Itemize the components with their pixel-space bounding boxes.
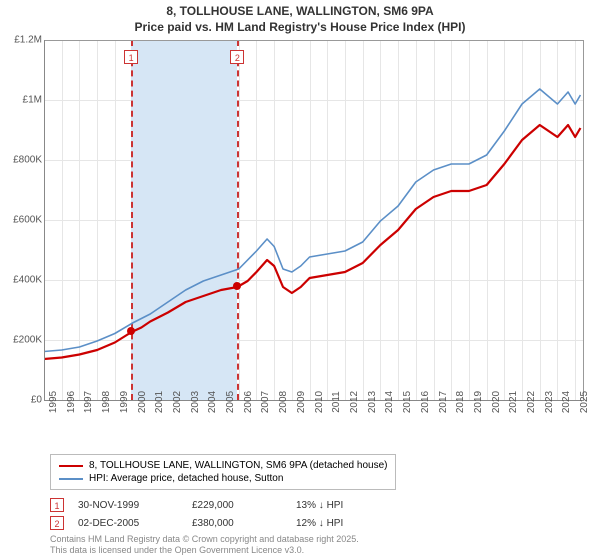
ytick-label: £800K xyxy=(13,155,42,166)
xtick-label: 2015 xyxy=(402,391,413,413)
xtick-label: 2025 xyxy=(579,391,590,413)
xtick-label: 2024 xyxy=(561,391,572,413)
xtick-label: 2003 xyxy=(190,391,201,413)
sales-pct: 12% ↓ HPI xyxy=(296,518,386,529)
legend-swatch xyxy=(59,478,83,480)
line-plot xyxy=(44,41,584,401)
xtick-label: 2009 xyxy=(296,391,307,413)
xtick-label: 2001 xyxy=(154,391,165,413)
sales-table: 1 30-NOV-1999 £229,000 13% ↓ HPI 2 02-DEC-200… xyxy=(50,496,386,532)
footer-attribution: Contains HM Land Registry data © Crown c… xyxy=(50,534,359,556)
sales-price: £380,000 xyxy=(192,518,282,529)
xtick-label: 2013 xyxy=(367,391,378,413)
xtick-label: 2018 xyxy=(455,391,466,413)
sales-date: 02-DEC-2005 xyxy=(78,518,178,529)
xtick-label: 2008 xyxy=(278,391,289,413)
xtick-label: 2023 xyxy=(544,391,555,413)
sales-marker: 1 xyxy=(50,498,64,512)
y-axis xyxy=(44,40,45,400)
sales-marker: 2 xyxy=(50,516,64,530)
title-line-2: Price paid vs. HM Land Registry's House … xyxy=(135,20,466,34)
xtick-label: 1997 xyxy=(83,391,94,413)
xtick-label: 1998 xyxy=(101,391,112,413)
marker-box: 2 xyxy=(230,50,244,64)
legend-row: HPI: Average price, detached house, Sutt… xyxy=(59,472,387,485)
xtick-label: 2017 xyxy=(438,391,449,413)
sales-row: 1 30-NOV-1999 £229,000 13% ↓ HPI xyxy=(50,496,386,514)
xtick-label: 2016 xyxy=(420,391,431,413)
xtick-label: 2005 xyxy=(225,391,236,413)
legend-swatch xyxy=(59,465,83,467)
sales-row: 2 02-DEC-2005 £380,000 12% ↓ HPI xyxy=(50,514,386,532)
xtick-label: 2019 xyxy=(473,391,484,413)
title-line-1: 8, TOLLHOUSE LANE, WALLINGTON, SM6 9PA xyxy=(166,4,433,18)
ytick-label: £200K xyxy=(13,335,42,346)
xtick-label: 2000 xyxy=(137,391,148,413)
xtick-label: 2002 xyxy=(172,391,183,413)
footer-line-1: Contains HM Land Registry data © Crown c… xyxy=(50,534,359,544)
marker-box: 1 xyxy=(124,50,138,64)
xtick-label: 2012 xyxy=(349,391,360,413)
legend-row: 8, TOLLHOUSE LANE, WALLINGTON, SM6 9PA (… xyxy=(59,459,387,472)
xtick-label: 2006 xyxy=(243,391,254,413)
ytick-label: £400K xyxy=(13,275,42,286)
legend-label: 8, TOLLHOUSE LANE, WALLINGTON, SM6 9PA (… xyxy=(89,460,387,471)
xtick-label: 2011 xyxy=(331,391,342,413)
chart-container: 8, TOLLHOUSE LANE, WALLINGTON, SM6 9PA P… xyxy=(0,0,600,560)
plot-area xyxy=(44,40,584,400)
xtick-label: 2007 xyxy=(260,391,271,413)
xtick-label: 2010 xyxy=(314,391,325,413)
footer-line-2: This data is licensed under the Open Gov… xyxy=(50,545,304,555)
series-hpi xyxy=(44,89,580,352)
legend: 8, TOLLHOUSE LANE, WALLINGTON, SM6 9PA (… xyxy=(50,454,396,490)
xtick-label: 1995 xyxy=(48,391,59,413)
xtick-label: 2022 xyxy=(526,391,537,413)
sale-dot xyxy=(233,282,241,290)
series-price_paid xyxy=(44,125,580,359)
xtick-label: 2021 xyxy=(508,391,519,413)
xtick-label: 2020 xyxy=(491,391,502,413)
xtick-label: 2014 xyxy=(384,391,395,413)
xtick-label: 1996 xyxy=(66,391,77,413)
sales-pct: 13% ↓ HPI xyxy=(296,500,386,511)
sales-price: £229,000 xyxy=(192,500,282,511)
sale-dot xyxy=(127,327,135,335)
chart-title: 8, TOLLHOUSE LANE, WALLINGTON, SM6 9PA P… xyxy=(0,0,600,35)
legend-label: HPI: Average price, detached house, Sutt… xyxy=(89,473,283,484)
ytick-label: £1.2M xyxy=(14,35,42,46)
ytick-label: £0 xyxy=(31,395,42,406)
ytick-label: £1M xyxy=(23,95,42,106)
xtick-label: 2004 xyxy=(207,391,218,413)
xtick-label: 1999 xyxy=(119,391,130,413)
sales-date: 30-NOV-1999 xyxy=(78,500,178,511)
ytick-label: £600K xyxy=(13,215,42,226)
